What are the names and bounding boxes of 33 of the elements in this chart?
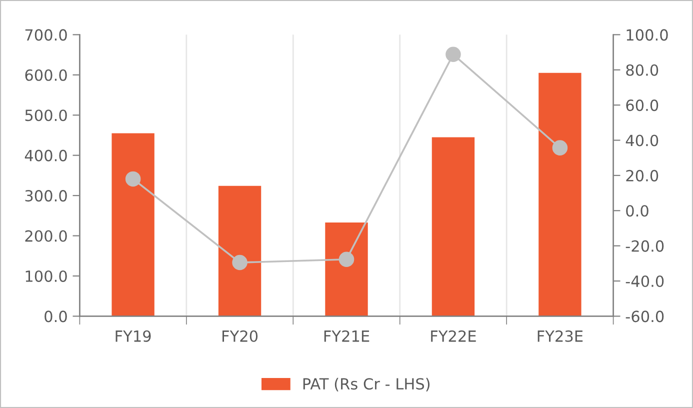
bar <box>112 133 154 316</box>
x-tick-label: FY20 <box>222 330 258 342</box>
x-tick-label: FY19 <box>116 330 151 342</box>
point <box>125 171 141 187</box>
y2-tick-label: -60.0 <box>626 310 664 322</box>
y2-tick-label: 100.0 <box>626 29 668 41</box>
y-tick-label: 600.0 <box>25 69 67 81</box>
y-tick-label: 700.0 <box>25 29 67 41</box>
y-tick-label: 0.0 <box>44 310 67 322</box>
bar <box>325 222 368 316</box>
bar <box>432 137 475 316</box>
y2-tick-label: 80.0 <box>626 64 658 76</box>
y-tick-label: 200.0 <box>25 230 67 242</box>
y2-tick-label: -40.0 <box>626 275 664 288</box>
bar <box>538 72 582 316</box>
y2-tick-label: 60.0 <box>626 100 658 112</box>
point <box>446 46 461 62</box>
y2-tick-label: 0.0 <box>626 205 648 217</box>
y-tick-label: 300.0 <box>25 190 67 202</box>
legend-label: PAT (Rs Cr - LHS) <box>303 378 430 392</box>
point <box>232 254 248 270</box>
y2-tick-label: 20.0 <box>626 170 658 182</box>
x-tick-label: FY22E <box>431 330 476 342</box>
y2-tick-label: -20.0 <box>626 240 664 252</box>
y-tick-label: 400.0 <box>24 150 67 162</box>
x-tick-label: FY23E <box>538 330 583 342</box>
point <box>552 140 568 156</box>
y-tick-label: 500.0 <box>25 110 67 122</box>
bar <box>218 186 262 316</box>
y-tick-label: 100.0 <box>26 270 67 282</box>
x-tick-label: FY21E <box>324 330 370 342</box>
y2-tick-label: 40.0 <box>626 134 658 146</box>
point <box>338 252 354 268</box>
